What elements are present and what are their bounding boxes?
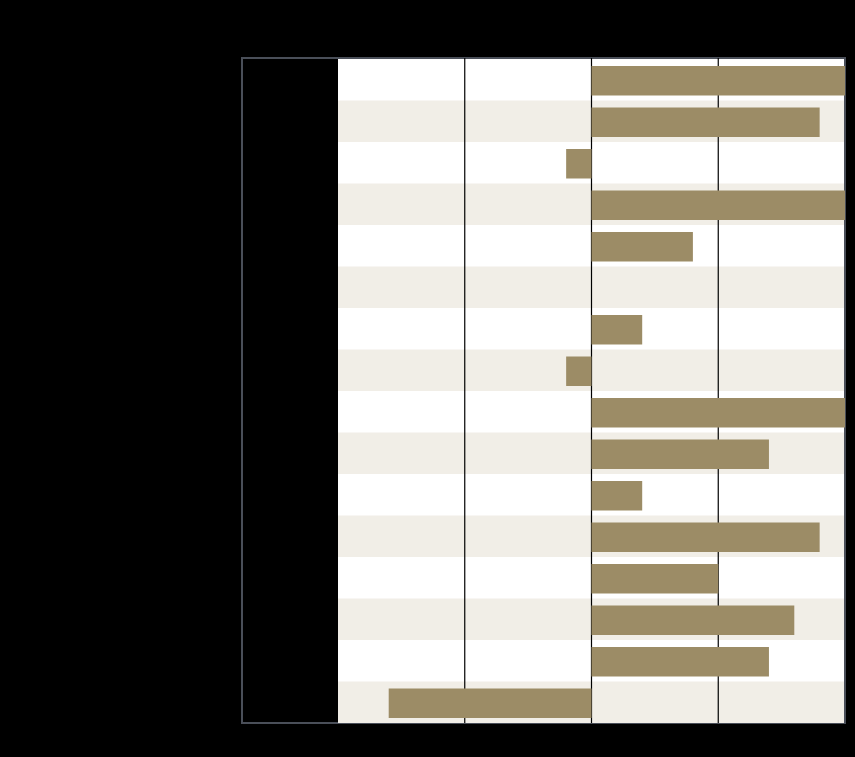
bar <box>591 439 769 469</box>
label-column <box>243 59 338 722</box>
bar <box>591 107 820 137</box>
bar <box>591 605 795 635</box>
bar <box>591 66 845 96</box>
bar <box>591 522 820 552</box>
bar <box>591 190 845 220</box>
bar <box>591 398 845 428</box>
bar <box>591 315 643 345</box>
bar <box>591 481 643 511</box>
bar <box>591 647 769 677</box>
bar <box>566 149 592 179</box>
bar <box>566 356 592 386</box>
bar <box>591 232 693 262</box>
bar <box>591 564 719 594</box>
bar <box>388 688 592 718</box>
bars <box>388 66 845 718</box>
